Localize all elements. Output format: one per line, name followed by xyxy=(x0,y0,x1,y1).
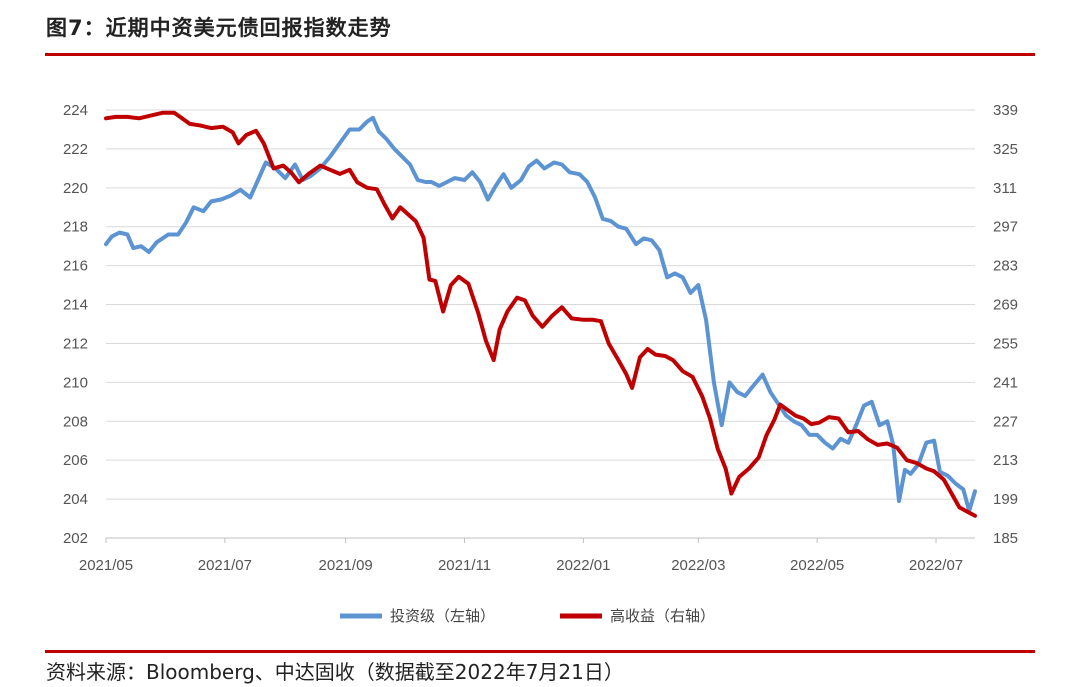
series-line-investment-grade xyxy=(104,115,977,513)
line-chart: 202 204 206 208 210 212 214 216 218 220 222 224 185… xyxy=(63,102,1018,625)
right-tick-label: 269 xyxy=(993,297,1018,314)
x-axis-ticks: 2021/05 2021/07 2021/09 2021/11 2022/01 2022/… xyxy=(79,537,975,574)
left-tick-label: 208 xyxy=(63,413,88,430)
right-tick-label: 199 xyxy=(993,491,1018,508)
right-axis-ticks: 185 199 213 227 241 255 269 283 297 311 325 339 xyxy=(993,102,1018,547)
x-tick-label: 2022/05 xyxy=(790,557,844,574)
right-tick-label: 339 xyxy=(993,102,1018,119)
x-tick-label: 2022/01 xyxy=(556,557,610,574)
right-tick-label: 311 xyxy=(993,180,1017,197)
left-tick-label: 206 xyxy=(63,452,88,469)
left-tick-label: 210 xyxy=(63,374,88,391)
left-tick-label: 212 xyxy=(63,335,88,352)
right-tick-label: 283 xyxy=(993,258,1018,275)
source-rule xyxy=(45,650,1035,653)
left-tick-label: 224 xyxy=(63,102,88,119)
right-tick-label: 255 xyxy=(993,335,1018,352)
right-tick-label: 227 xyxy=(993,413,1018,430)
legend-label-high-yield: 高收益（右轴） xyxy=(610,607,715,625)
left-tick-label: 220 xyxy=(63,180,88,197)
series-lines xyxy=(104,110,977,518)
title-rule xyxy=(45,53,1035,56)
x-tick-label: 2022/03 xyxy=(671,557,725,574)
right-tick-label: 241 xyxy=(993,374,1018,391)
left-tick-label: 204 xyxy=(63,491,88,508)
left-tick-label: 214 xyxy=(63,297,88,314)
x-tick-label: 2021/09 xyxy=(319,557,373,574)
legend-label-investment-grade: 投资级（左轴） xyxy=(390,607,495,625)
left-tick-label: 216 xyxy=(63,258,88,275)
right-tick-label: 297 xyxy=(993,219,1018,236)
x-tick-label: 2021/07 xyxy=(198,557,252,574)
grid-lines xyxy=(106,109,975,539)
x-tick-label: 2022/07 xyxy=(909,557,963,574)
right-tick-label: 213 xyxy=(993,452,1018,469)
left-tick-label: 202 xyxy=(63,530,88,547)
left-tick-label: 218 xyxy=(63,219,88,236)
x-tick-label: 2021/11 xyxy=(438,557,491,574)
source-note: 资料来源：Bloomberg、中达固收（数据截至2022年7月21日） xyxy=(46,660,624,684)
legend: 投资级（左轴） 高收益（右轴） xyxy=(340,607,715,625)
series-line-high-yield xyxy=(104,110,977,518)
right-tick-label: 185 xyxy=(993,530,1018,547)
left-axis-ticks: 202 204 206 208 210 212 214 216 218 220 222 224 xyxy=(63,102,88,547)
right-tick-label: 325 xyxy=(993,141,1018,158)
figure-title: 图7：近期中资美元债回报指数走势 xyxy=(46,16,392,40)
x-tick-label: 2021/05 xyxy=(79,557,133,574)
left-tick-label: 222 xyxy=(63,141,88,158)
